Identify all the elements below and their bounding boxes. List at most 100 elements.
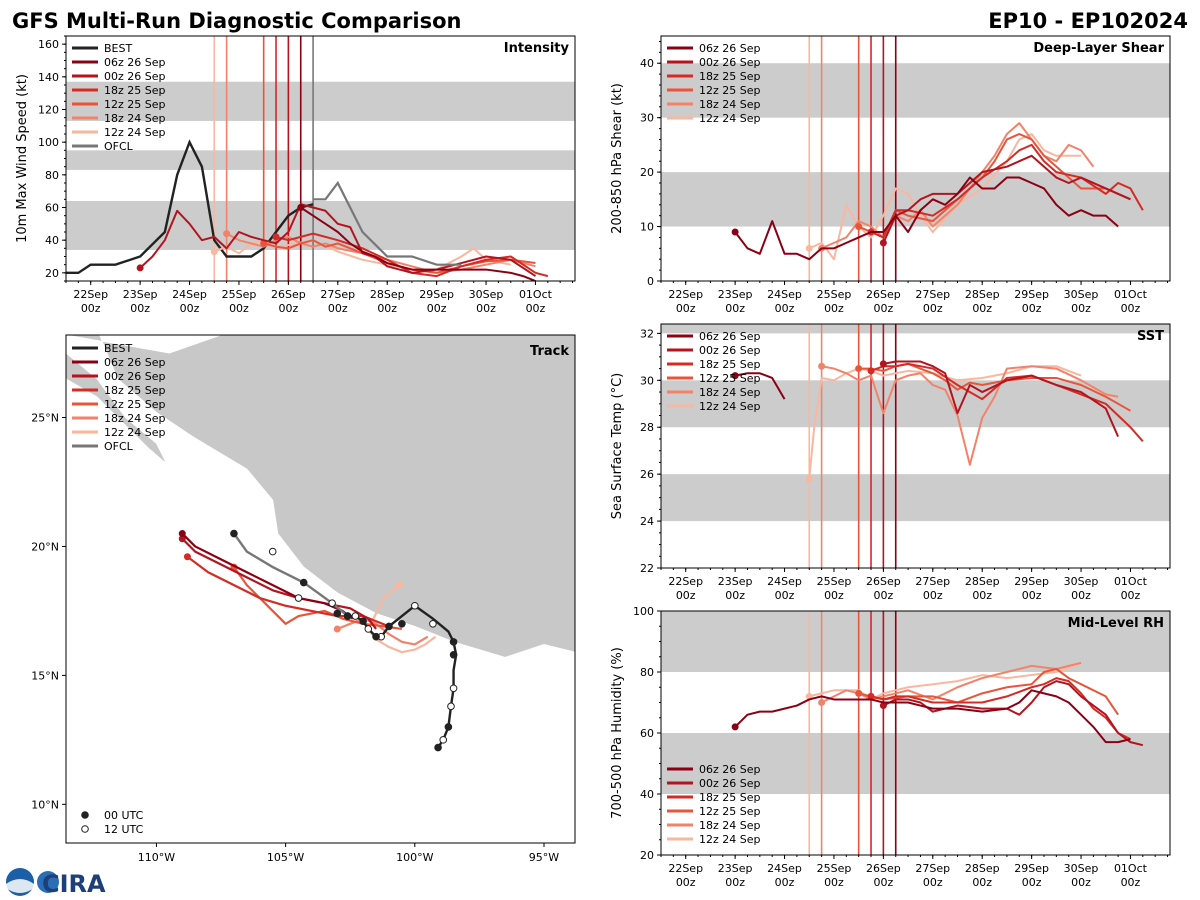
rh-ytick-label: 20 xyxy=(640,849,654,862)
sst-legend-label: 06z 26 Sep xyxy=(699,330,761,343)
intensity-ytick-label: 140 xyxy=(38,71,59,84)
track-xtick-label: 110°W xyxy=(138,851,175,864)
sst-title: SST xyxy=(1137,329,1164,344)
best-track-point xyxy=(429,620,437,628)
intensity-xtick-label: 29Sep 00z xyxy=(419,288,454,315)
shear-legend-label: 18z 24 Sep xyxy=(699,98,761,111)
shear-plot-area xyxy=(661,36,1170,281)
rh-xtick-label-line: 00z xyxy=(1121,876,1141,889)
track-xtick-label: 95°W xyxy=(529,851,559,864)
rh-init-point xyxy=(855,689,863,697)
sst-band-0 xyxy=(661,474,1170,522)
intensity-xtick-label-line: 00z xyxy=(81,302,101,315)
sst-xtick-label: 29Sep 00z xyxy=(1014,575,1049,602)
shear-series-line xyxy=(808,133,1082,261)
cira-globe-icon xyxy=(37,871,59,893)
sst-ytick-label: 32 xyxy=(640,327,654,340)
best-track-point xyxy=(359,617,367,626)
intensity-series-line xyxy=(275,232,549,278)
shear-ytick-label: 40 xyxy=(640,57,654,70)
rh-xtick-label-line: 22Sep xyxy=(668,862,703,875)
sst-xtick-label-line: 00z xyxy=(824,589,844,602)
rh-xtick-label-line: 29Sep xyxy=(1014,862,1049,875)
intensity-xtick-label: 28Sep 00z xyxy=(370,288,405,315)
rh-ytick-label: 80 xyxy=(640,666,654,679)
best-track-point xyxy=(449,684,458,693)
sst-xtick-label-line: 22Sep xyxy=(668,575,703,588)
intensity-ytick-label: 80 xyxy=(45,169,59,182)
shear-xtick-label-line: 24Sep xyxy=(767,288,802,301)
sst-series-line xyxy=(870,362,1144,442)
rh-xtick-label: 27Sep 00z xyxy=(915,862,950,889)
sst-xtick-label-line: 00z xyxy=(972,589,992,602)
intensity-xtick-label: 01Oct 00z xyxy=(519,288,553,315)
track-plot-area xyxy=(66,335,575,843)
track-run-line xyxy=(181,532,354,620)
sst-xtick-label-line: 28Sep xyxy=(965,575,1000,588)
cira-logo: CIRA xyxy=(6,868,106,898)
rh-xtick-label: 28Sep 00z xyxy=(965,862,1000,889)
intensity-band-1 xyxy=(66,150,575,170)
rh-xtick-label-line: 24Sep xyxy=(767,862,802,875)
sst-series-line xyxy=(808,365,1082,479)
intensity-xtick-label-line: 00z xyxy=(130,302,150,315)
sst-series-line xyxy=(734,372,786,400)
sst-series-line xyxy=(883,360,1120,438)
intensity-title: Intensity xyxy=(504,41,570,56)
sst-band-2 xyxy=(661,324,1170,334)
track-run-line xyxy=(181,537,377,630)
best-track-point xyxy=(411,601,419,610)
intensity-init-point xyxy=(210,248,218,256)
track-legend-label: 18z 24 Sep xyxy=(104,412,166,425)
sst-xtick-label: 22Sep 00z xyxy=(668,575,703,602)
shear-legend-label: 12z 24 Sep xyxy=(699,112,761,125)
track-run-point xyxy=(183,553,191,561)
shear-xtick-label: 28Sep 00z xyxy=(965,288,1000,315)
best-track-point xyxy=(444,723,453,731)
intensity-xtick-label: 22Sep 00z xyxy=(73,288,108,315)
shear-xtick-label: 27Sep 00z xyxy=(915,288,950,315)
best-track-point xyxy=(439,736,448,744)
rh-init-point xyxy=(818,699,826,706)
shear-ytick-label: 10 xyxy=(640,221,654,234)
sst-xtick-label-line: 00z xyxy=(1022,589,1042,602)
shear-band-1 xyxy=(661,63,1170,118)
rh-legend-label: 00z 26 Sep xyxy=(699,777,761,790)
sst-xtick-label-line: 00z xyxy=(725,589,745,602)
sst-legend-label: 00z 26 Sep xyxy=(699,344,761,357)
rh-xtick-label: 23Sep 00z xyxy=(718,862,753,889)
track-run-line xyxy=(336,617,429,646)
intensity-xtick-label-line: 00z xyxy=(180,302,200,315)
intensity-xtick-label-line: 23Sep xyxy=(123,288,158,301)
rh-xtick-label: 24Sep 00z xyxy=(767,862,802,889)
sst-ytick-label: 22 xyxy=(640,562,654,575)
sst-xtick-label: 27Sep 00z xyxy=(915,575,950,602)
best-track-point xyxy=(434,743,442,752)
best-track-point xyxy=(449,638,458,646)
shear-xtick-label-line: 26Sep xyxy=(866,288,901,301)
intensity-xtick-label: 24Sep 00z xyxy=(172,288,207,315)
track-xtick-label: 100°W xyxy=(396,851,433,864)
shear-xtick-label-line: 00z xyxy=(873,302,893,315)
storm-id: EP10 - EP102024 xyxy=(988,9,1188,33)
rh-init-point xyxy=(867,692,875,700)
noaa-wave-icon xyxy=(6,879,34,893)
track-run-line xyxy=(233,566,403,631)
shear-xtick-label-line: 28Sep xyxy=(965,288,1000,301)
track-run-point xyxy=(333,625,341,633)
track-ytick-label: 10°N xyxy=(31,798,59,811)
sst-xtick-label: 01Oct 00z xyxy=(1114,575,1148,602)
shear-ytick-label: 0 xyxy=(647,275,654,288)
intensity-xtick-label-line: 25Sep xyxy=(222,288,257,301)
rh-xtick-label-line: 28Sep xyxy=(965,862,1000,875)
rh-xtick-label-line: 25Sep xyxy=(817,862,852,875)
rh-legend-label: 18z 24 Sep xyxy=(699,819,761,832)
shear-xtick-label: 25Sep 00z xyxy=(817,288,852,315)
shear-legend-label: 06z 26 Sep xyxy=(699,42,761,55)
sst-init-point xyxy=(867,367,875,375)
sst-xtick-label-line: 00z xyxy=(873,589,893,602)
intensity-xtick-label-line: 00z xyxy=(476,302,496,315)
sst-xtick-label-line: 00z xyxy=(676,589,696,602)
intensity-legend-label: 12z 25 Sep xyxy=(104,98,166,111)
